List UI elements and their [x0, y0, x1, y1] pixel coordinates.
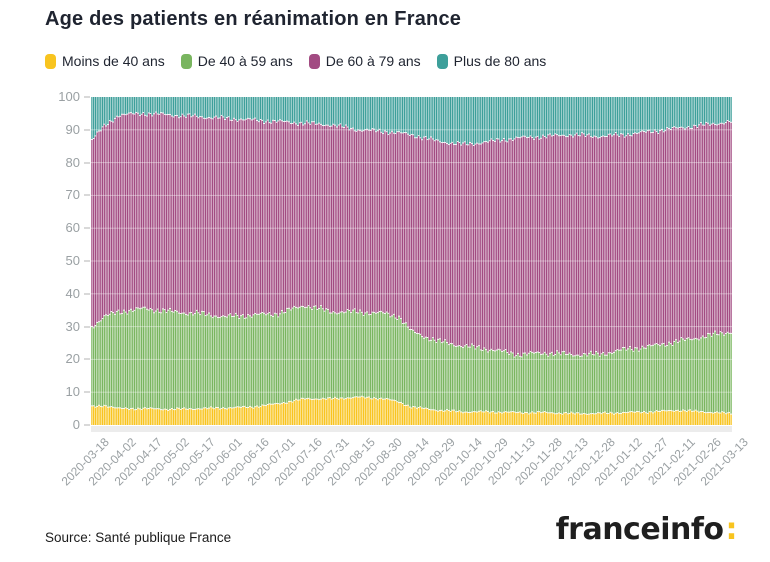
- y-axis-tick-label: 100: [58, 89, 80, 104]
- logo-colon: :: [725, 512, 738, 547]
- y-axis-tick-label: 20: [65, 351, 80, 367]
- page-title: Age des patients en réanimation en Franc…: [45, 8, 462, 30]
- y-axis-tick-label: 50: [65, 253, 80, 268]
- chart-plot-area: [91, 97, 732, 437]
- stacked-bar-chart: [91, 97, 732, 432]
- y-axis-tick-label: 60: [65, 220, 80, 236]
- source-caption: Source: Santé publique France: [45, 530, 232, 545]
- legend-label: Plus de 80 ans: [453, 53, 547, 69]
- legend-item-60-79: De 60 à 79 ans: [308, 53, 421, 69]
- y-axis-tick-label: 30: [65, 318, 80, 334]
- y-axis-tick-mark: [84, 391, 90, 394]
- y-axis-tick-mark: [84, 260, 90, 262]
- y-axis-tick-mark: [84, 424, 90, 426]
- y-axis-tick-mark: [84, 96, 90, 98]
- y-axis-tick-label: 0: [72, 417, 80, 432]
- logo-text: franceinfo: [555, 512, 724, 547]
- franceinfo-logo: franceinfo:: [555, 512, 738, 547]
- legend-item-moins-40: Moins de 40 ans: [45, 53, 165, 69]
- y-axis-tick-label: 90: [65, 121, 80, 137]
- legend-swatch-icon: [308, 53, 320, 69]
- legend-swatch-icon: [436, 53, 448, 69]
- legend-item-40-59: De 40 à 59 ans: [180, 53, 293, 69]
- y-axis-tick-mark: [84, 161, 90, 164]
- y-axis-tick-mark: [84, 358, 90, 361]
- legend-swatch-icon: [180, 53, 192, 69]
- y-axis-tick-label: 80: [65, 154, 80, 170]
- y-axis-tick-mark: [84, 292, 90, 295]
- y-axis-tick-label: 70: [65, 187, 80, 203]
- y-axis-tick-label: 40: [65, 285, 80, 301]
- legend-item-plus-80: Plus de 80 ans: [436, 53, 547, 69]
- y-axis-tick-label: 10: [65, 384, 80, 400]
- chart-legend: Moins de 40 ans De 40 à 59 ans De 60 à 79 …: [45, 53, 546, 69]
- legend-label: De 40 à 59 ans: [197, 53, 293, 69]
- legend-label: Moins de 40 ans: [62, 53, 165, 69]
- y-axis-tick-mark: [84, 325, 90, 328]
- y-axis-tick-mark: [84, 227, 90, 230]
- y-axis-tick-mark: [84, 128, 90, 131]
- legend-label: De 60 à 79 ans: [325, 53, 421, 69]
- legend-swatch-icon: [45, 53, 56, 69]
- y-axis-tick-mark: [84, 194, 90, 197]
